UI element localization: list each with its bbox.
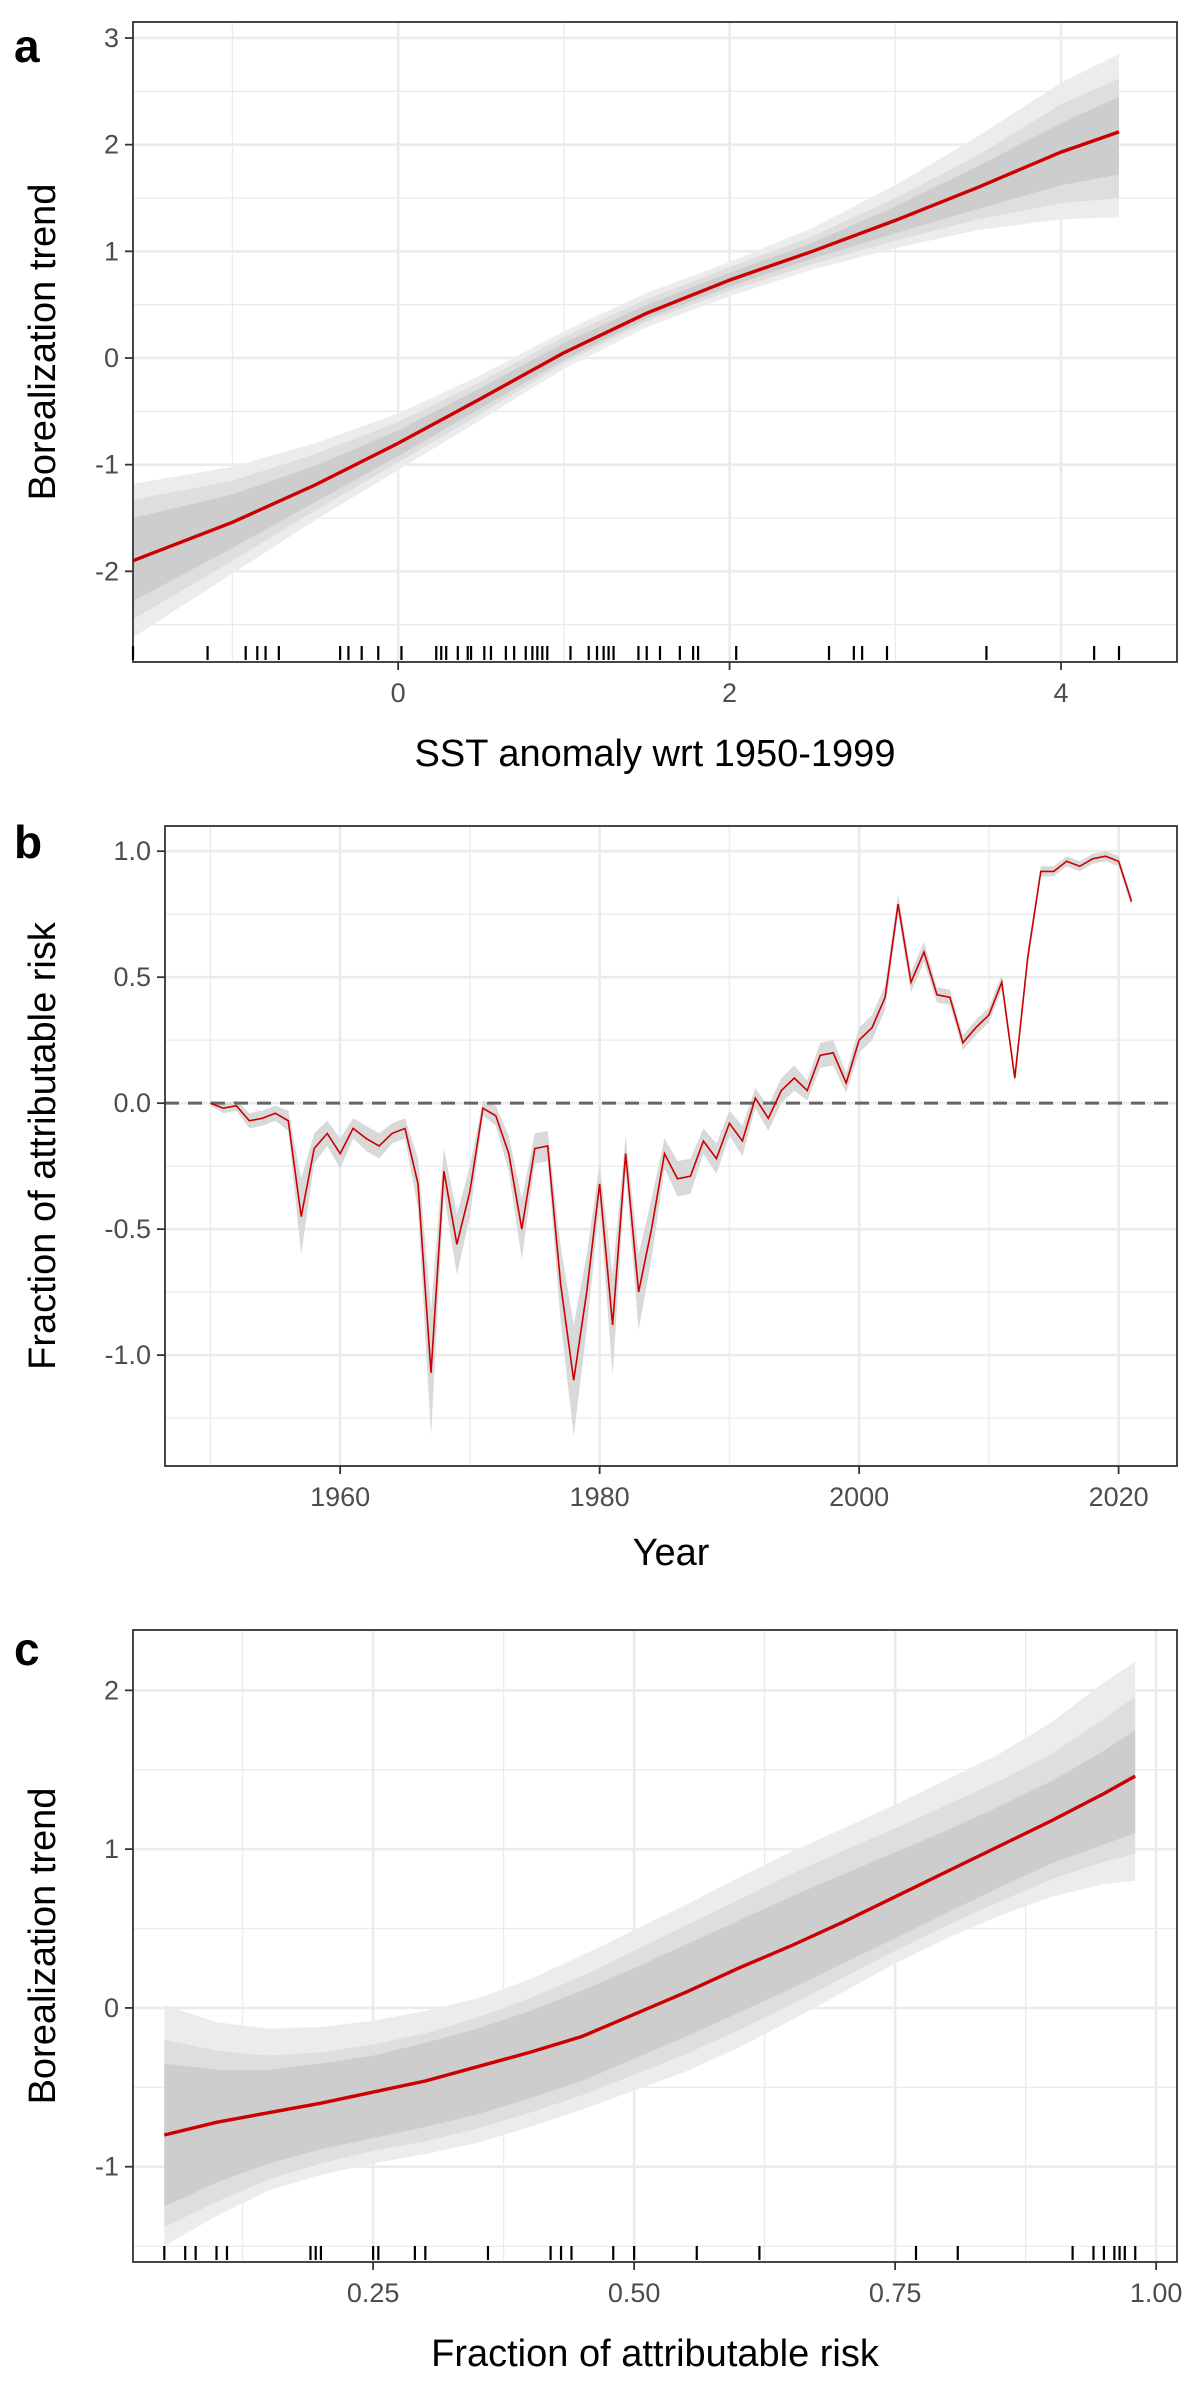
- panel-a-bands: [133, 54, 1119, 638]
- credible-band-outer: [133, 54, 1119, 638]
- y-tick-label: 2: [104, 1675, 119, 1705]
- panel-a-lines: [132, 130, 1120, 563]
- panel-c-letter: c: [14, 1623, 40, 1675]
- panel-a-frame: [132, 21, 1178, 663]
- y-tick-label: 0: [104, 1993, 119, 2023]
- panel-b: b 1960 1980 2000 2020 -1.0 -0.5 0.0 0.5 1.0 Year…: [14, 816, 1178, 1574]
- x-tick-label: 0: [391, 678, 406, 708]
- x-tick-label: 2: [722, 678, 737, 708]
- far-line: [210, 855, 1133, 1381]
- panel-b-frame: [164, 825, 1178, 1467]
- y-tick-label: -1: [95, 450, 119, 480]
- x-tick-label: 1960: [310, 1482, 370, 1512]
- fit-line: [132, 130, 1120, 563]
- x-tick-label: 0.50: [608, 2278, 661, 2308]
- panel-b-lines: [165, 855, 1177, 1381]
- panel-b-letter: b: [14, 816, 42, 868]
- y-tick-label: 0: [104, 343, 119, 373]
- x-tick-label: 2000: [829, 1482, 889, 1512]
- y-tick-label: -1.0: [104, 1340, 151, 1370]
- y-tick-label: 0.0: [113, 1088, 151, 1118]
- panel-b-x-axis-title: Year: [633, 1532, 710, 1574]
- x-tick-label: 0.25: [347, 2278, 400, 2308]
- x-tick-label: 4: [1053, 678, 1068, 708]
- fit-line: [163, 1774, 1137, 2137]
- credible-band-mid: [133, 78, 1119, 620]
- panel-a-rug: [131, 646, 1121, 660]
- panel-a-letter: a: [14, 20, 40, 72]
- x-tick-label: 1980: [570, 1482, 630, 1512]
- panel-c-ticks: 0.25 0.50 0.75 1.00 -1 0 1 2: [95, 1675, 1182, 2308]
- x-tick-label: 2020: [1089, 1482, 1149, 1512]
- panel-b-y-axis-title: Fraction of attributable risk: [22, 921, 64, 1370]
- y-tick-label: 0.5: [113, 962, 151, 992]
- panel-c-lines: [163, 1774, 1137, 2137]
- x-tick-label: 1.00: [1130, 2278, 1183, 2308]
- panel-c-bands: [164, 1661, 1136, 2247]
- panel-a-ticks: 0 2 4 -2 -1 0 1 2 3: [95, 23, 1069, 708]
- x-tick-label: 0.75: [869, 2278, 922, 2308]
- y-tick-label: 2: [104, 130, 119, 160]
- y-tick-label: 1.0: [113, 836, 151, 866]
- credible-band-inner: [133, 96, 1119, 602]
- panel-c-x-axis-title: Fraction of attributable risk: [431, 2333, 880, 2375]
- panel-a-x-axis-title: SST anomaly wrt 1950-1999: [415, 733, 896, 775]
- panel-c-rug: [163, 2246, 1137, 2260]
- panel-c-frame: [132, 1629, 1178, 2263]
- y-tick-label: 3: [104, 23, 119, 53]
- panel-a-y-axis-title: Borealization trend: [22, 184, 64, 501]
- y-tick-label: 1: [104, 1834, 119, 1864]
- panel-c-y-axis-title: Borealization trend: [22, 1788, 64, 2105]
- panel-c: c 0.25 0.50 0.75 1.00 -1 0 1 2 Fraction of attr…: [14, 1623, 1182, 2375]
- y-tick-label: -0.5: [104, 1214, 151, 1244]
- y-tick-label: 1: [104, 236, 119, 266]
- credible-band-inner: [164, 1730, 1136, 2207]
- y-tick-label: -2: [95, 556, 119, 586]
- y-tick-label: -1: [95, 2152, 119, 2182]
- panel-b-ticks: 1960 1980 2000 2020 -1.0 -0.5 0.0 0.5 1.0: [104, 836, 1148, 1512]
